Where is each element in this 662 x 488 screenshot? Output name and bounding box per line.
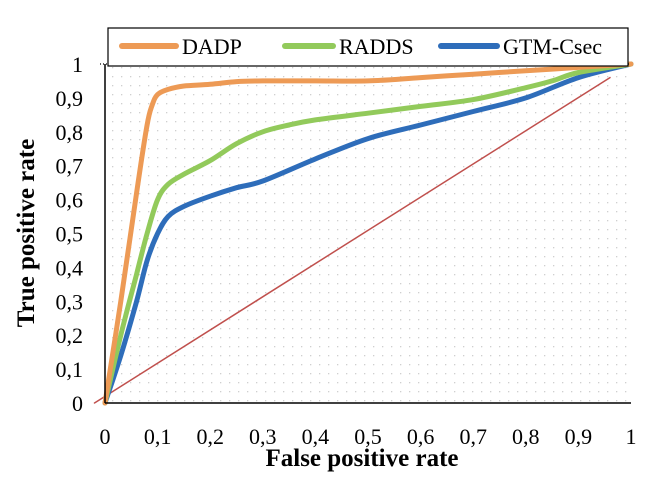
y-tick-label: 0,1 bbox=[56, 357, 84, 382]
y-tick-label: 1 bbox=[72, 52, 83, 77]
x-tick-label: 0,3 bbox=[249, 424, 277, 449]
x-tick-label: 0,1 bbox=[144, 424, 172, 449]
legend-label-gtm-csec: GTM-Csec bbox=[503, 34, 602, 59]
x-axis-title: False positive rate bbox=[265, 445, 458, 472]
y-tick-label: 0,7 bbox=[56, 154, 84, 179]
series-line-gtm-csec bbox=[102, 61, 634, 406]
legend-box bbox=[107, 27, 629, 67]
x-tick-label: 0,9 bbox=[565, 424, 593, 449]
x-tick-label: 0,4 bbox=[302, 424, 330, 449]
legend: DADP RADDS GTM-Csec bbox=[107, 27, 629, 67]
y-tick-label: 0,9 bbox=[56, 86, 84, 111]
y-tick-label: 0,6 bbox=[56, 188, 84, 213]
y-tick-label: 0,3 bbox=[56, 289, 84, 314]
y-tick-label: 0,5 bbox=[56, 222, 84, 247]
x-tick-label: 0,7 bbox=[459, 424, 487, 449]
x-tick-labels: 0 0,1 0,2 0,3 0,4 0,5 0,6 0,7 0,8 0,9 1 bbox=[100, 424, 637, 449]
y-axis-title: True positive rate bbox=[13, 139, 40, 327]
x-tick-label: 0,8 bbox=[512, 424, 540, 449]
legend-label-radds: RADDS bbox=[339, 34, 414, 59]
y-tick-label: 0 bbox=[72, 391, 83, 416]
y-tick-label: 0,2 bbox=[56, 323, 84, 348]
y-tick-label: 0,4 bbox=[56, 255, 84, 280]
series-line-dadp bbox=[102, 61, 634, 406]
series-layer bbox=[93, 61, 634, 406]
x-tick-label: 0,5 bbox=[354, 424, 382, 449]
series-line-radds bbox=[102, 61, 634, 406]
x-tick-label: 0 bbox=[100, 424, 111, 449]
series-line-baseline bbox=[93, 76, 611, 404]
x-tick-label: 1 bbox=[626, 424, 637, 449]
y-tick-labels: 0 0,1 0,2 0,3 0,4 0,5 0,6 0,7 0,8 0,9 1 bbox=[56, 52, 84, 416]
y-tick-label: 0,8 bbox=[56, 120, 84, 145]
x-tick-label: 0,2 bbox=[196, 424, 224, 449]
x-tick-label: 0,6 bbox=[407, 424, 435, 449]
legend-label-dadp: DADP bbox=[182, 34, 242, 59]
